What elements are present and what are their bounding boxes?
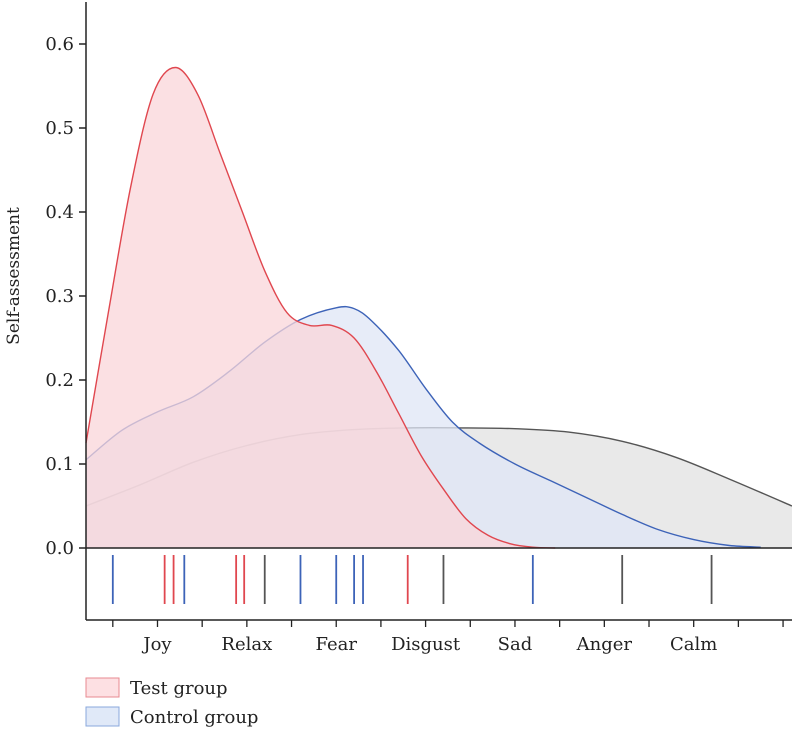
legend-label: Test group	[130, 678, 228, 699]
legend-label: Control group	[130, 707, 258, 728]
axes	[85, 2, 792, 621]
x-tick-label: Fear	[315, 634, 357, 655]
y-tick-label: 0.1	[45, 454, 74, 475]
area-test	[86, 67, 556, 548]
x-tick-label: Calm	[670, 634, 717, 655]
y-tick-label: 0.4	[45, 202, 74, 223]
x-tick-label: Relax	[221, 634, 272, 655]
x-tick-label: Anger	[576, 634, 633, 655]
legend: Test group Control group	[85, 677, 258, 728]
y-tick-label: 0.6	[45, 34, 74, 55]
y-tick-label: 0.0	[45, 538, 74, 559]
rug-panel	[111, 555, 713, 604]
x-tick-label: Disgust	[391, 634, 461, 655]
legend-swatch	[85, 677, 120, 698]
y-tick-label: 0.5	[45, 118, 74, 139]
y-tick-label: 0.2	[45, 370, 74, 391]
x-axis-ticks: Joy Relax Fear Disgust Sad Anger Calm	[112, 620, 784, 655]
y-axis-title: Self-assessment	[4, 207, 24, 345]
x-tick-label: Joy	[141, 634, 172, 655]
y-axis-ticks: 0.0 0.1 0.2 0.3 0.4 0.5 0.6	[45, 34, 86, 559]
line-test	[85, 66, 556, 549]
legend-swatch	[85, 706, 120, 727]
density-areas	[85, 66, 792, 549]
x-tick-label: Sad	[498, 634, 533, 655]
y-tick-label: 0.3	[45, 286, 74, 307]
